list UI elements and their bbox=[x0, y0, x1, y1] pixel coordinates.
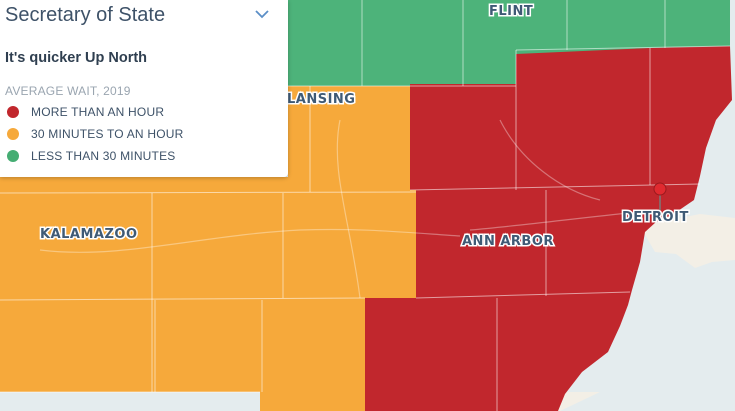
city-label-detroit: DETROIT bbox=[622, 210, 689, 225]
city-label-lansing: LANSING bbox=[287, 92, 355, 107]
county-mid-region[interactable] bbox=[0, 86, 416, 411]
legend-label: 30 MINUTES TO AN HOUR bbox=[31, 127, 184, 141]
legend-swatch-orange bbox=[7, 128, 19, 140]
roads bbox=[39, 119, 661, 299]
legend-item-over-hour: MORE THAN AN HOUR bbox=[7, 104, 164, 120]
legend-label: LESS THAN 30 MINUTES bbox=[31, 149, 176, 163]
legend-swatch-red bbox=[7, 106, 19, 118]
legend-swatch-green bbox=[7, 150, 19, 162]
canada-land bbox=[640, 214, 735, 268]
chevron-down-icon[interactable] bbox=[254, 8, 270, 20]
county-southeast-region[interactable] bbox=[365, 46, 732, 411]
panel-subtitle: It's quicker Up North bbox=[5, 50, 148, 66]
legend-item-under-30: LESS THAN 30 MINUTES bbox=[7, 148, 175, 164]
city-label-kalamazoo: KALAMAZOO bbox=[40, 227, 138, 242]
panel-title: Secretary of State bbox=[5, 4, 166, 26]
legend-heading: AVERAGE WAIT, 2019 bbox=[5, 84, 131, 98]
city-label-flint: FLINT bbox=[489, 4, 533, 19]
legend-label: MORE THAN AN HOUR bbox=[31, 105, 165, 119]
legend-item-30-to-60: 30 MINUTES TO AN HOUR bbox=[7, 126, 183, 142]
detroit-pin[interactable] bbox=[653, 182, 667, 210]
legend-panel: Secretary of State It's quicker Up North… bbox=[0, 0, 288, 177]
city-label-ann-arbor: ANN ARBOR bbox=[462, 234, 554, 249]
